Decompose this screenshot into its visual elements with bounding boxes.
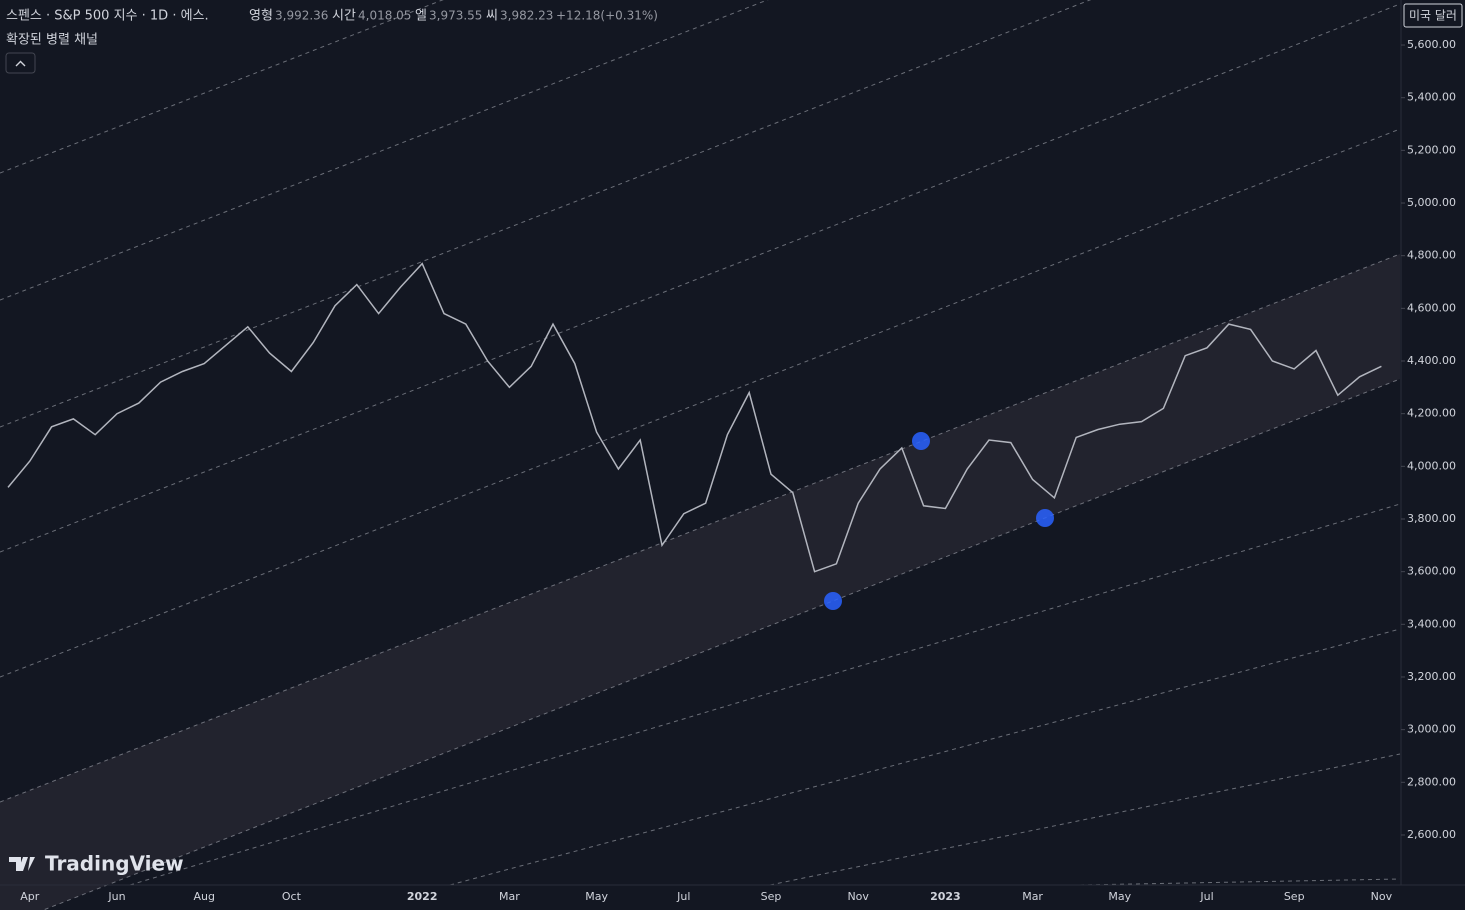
channel-line bbox=[769, 753, 1401, 886]
channel-line bbox=[129, 503, 1401, 886]
indicator: 확장된 병렬 채널 bbox=[6, 33, 98, 48]
parallel-channel bbox=[0, 0, 1401, 910]
anchor-point[interactable] bbox=[1036, 509, 1054, 527]
ohlc-label: 씨 bbox=[486, 9, 498, 24]
x-tick-label: 2023 bbox=[930, 890, 961, 903]
ohlc-label: 엘 bbox=[415, 9, 427, 24]
x-tick-label: May bbox=[585, 890, 608, 903]
x-tick-label: Apr bbox=[20, 890, 40, 903]
x-tick-label: Mar bbox=[499, 890, 520, 903]
x-tick-label: Sep bbox=[1284, 890, 1305, 903]
plot bbox=[7, 262, 1382, 573]
x-tick-label: Mar bbox=[1022, 890, 1043, 903]
y-tick-label: 5,000.00 bbox=[1407, 196, 1456, 209]
channel-line bbox=[1079, 878, 1401, 886]
y-tick-label: 5,400.00 bbox=[1407, 91, 1456, 104]
channel-line bbox=[0, 3, 1401, 553]
y-tick-label: 3,000.00 bbox=[1407, 723, 1456, 736]
x-tick-label: May bbox=[1108, 890, 1131, 903]
currency: 미국 달러 bbox=[1409, 9, 1457, 23]
collapse-icon bbox=[15, 60, 26, 67]
channel-fill bbox=[0, 254, 1400, 910]
y-tick-label: 4,400.00 bbox=[1407, 354, 1456, 367]
ohlc-label: 시간 bbox=[332, 9, 356, 24]
x-tick-label: Jul bbox=[1199, 890, 1213, 903]
collapse-button[interactable] bbox=[5, 52, 36, 74]
y-tick-label: 2,600.00 bbox=[1407, 828, 1456, 841]
channel-line bbox=[0, 0, 769, 301]
channel-line bbox=[0, 128, 1401, 678]
anchor-point[interactable] bbox=[912, 432, 930, 450]
price-line bbox=[7, 262, 1382, 573]
ohlc-value: 4,018.05 bbox=[358, 9, 411, 23]
symbol: 스펜스 · S&P 500 지수 · 1D · 에스. bbox=[6, 9, 209, 24]
y-tick-label: 2,800.00 bbox=[1407, 775, 1456, 788]
channel-line bbox=[0, 0, 444, 174]
logo: TradingView bbox=[9, 852, 184, 876]
channel-line bbox=[449, 628, 1401, 886]
x-tick-label: Jun bbox=[107, 890, 125, 903]
ohlc-label: 영형 bbox=[249, 9, 273, 24]
x-tick-label: Jul bbox=[676, 890, 690, 903]
ohlc-value: 3,973.55 bbox=[429, 9, 482, 23]
channel-line bbox=[0, 0, 1092, 428]
y-tick-label: 4,200.00 bbox=[1407, 407, 1456, 420]
currency-button[interactable] bbox=[1403, 3, 1463, 28]
legend-header: 스펜스 · S&P 500 지수 · 1D · 에스. 영형 3,992.36 … bbox=[5, 9, 658, 74]
y-tick-label: 3,200.00 bbox=[1407, 670, 1456, 683]
y-tick-label: 4,800.00 bbox=[1407, 249, 1456, 262]
anchor-point[interactable] bbox=[824, 592, 842, 610]
y-tick-label: 3,400.00 bbox=[1407, 617, 1456, 630]
logo-text: TradingView bbox=[45, 852, 184, 876]
y-tick-label: 5,200.00 bbox=[1407, 143, 1456, 156]
channel-line bbox=[0, 253, 1401, 803]
x-tick-label: 2022 bbox=[407, 890, 438, 903]
ohlc-value: 3,992.36 bbox=[275, 9, 328, 23]
ohlc-value: 3,982.23 bbox=[500, 9, 553, 23]
y-tick-label: 5,600.00 bbox=[1407, 38, 1456, 51]
anchor-points bbox=[824, 432, 1054, 610]
x-tick-label: Aug bbox=[193, 890, 214, 903]
y-tick-label: 3,800.00 bbox=[1407, 512, 1456, 525]
y-tick-label: 4,000.00 bbox=[1407, 459, 1456, 472]
x-tick-label: Oct bbox=[282, 890, 302, 903]
change: +12.18(+0.31%) bbox=[556, 9, 658, 23]
x-tick-label: Nov bbox=[1371, 890, 1393, 903]
channel-line bbox=[42, 378, 1401, 910]
logo-icon bbox=[9, 857, 35, 871]
x-tick-label: Nov bbox=[847, 890, 869, 903]
x-tick-label: Sep bbox=[761, 890, 782, 903]
y-tick-label: 3,600.00 bbox=[1407, 565, 1456, 578]
y-tick-label: 4,600.00 bbox=[1407, 301, 1456, 314]
